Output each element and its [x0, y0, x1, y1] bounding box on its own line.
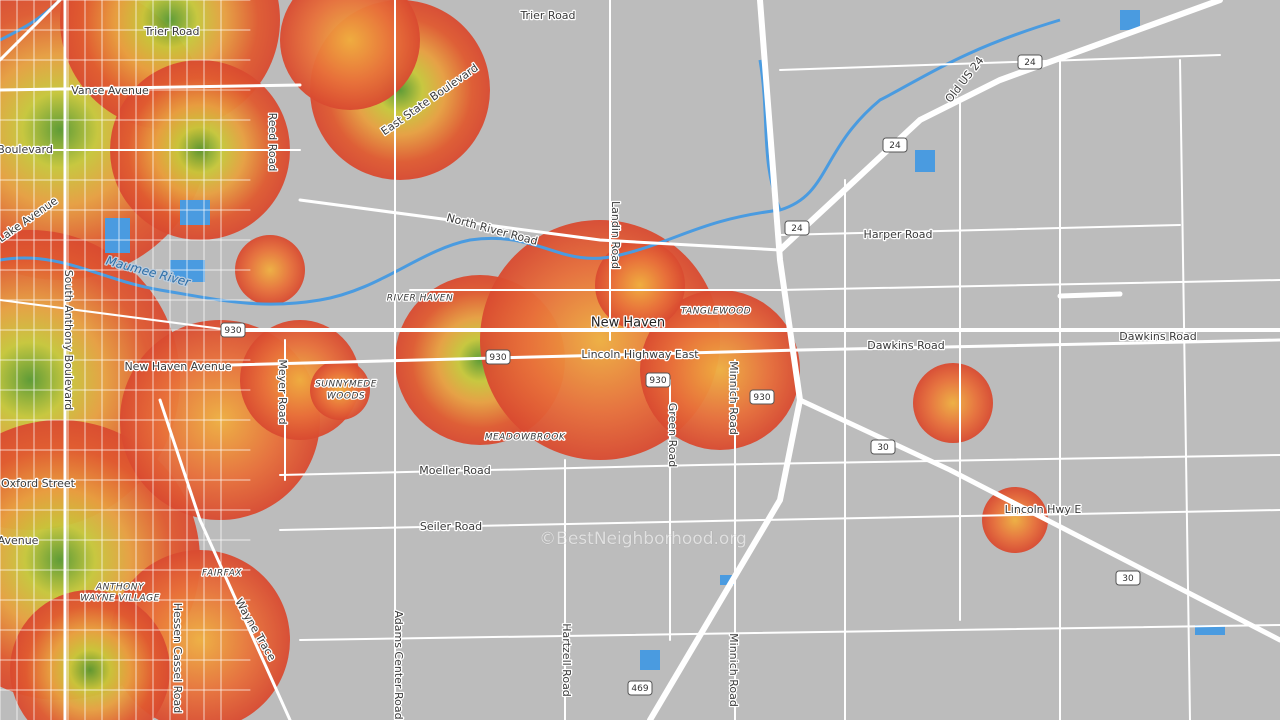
- place-label: FAIRFAX: [202, 569, 243, 579]
- road-label: Landin Road: [609, 201, 622, 269]
- road-label: Avenue: [0, 534, 39, 547]
- road: [779, 224, 1181, 236]
- route-shield: 930: [649, 376, 666, 386]
- road: [779, 54, 1221, 71]
- road: [409, 279, 1280, 291]
- road-label: Hessen Cassel Road: [171, 603, 184, 714]
- road: [299, 624, 1280, 641]
- lake: [1195, 625, 1225, 635]
- road: [797, 397, 1280, 643]
- lake: [720, 575, 735, 585]
- lake: [1120, 10, 1140, 30]
- route-shield: 930: [753, 393, 770, 403]
- heat-zone: [595, 240, 685, 330]
- road-label: Minnich Road: [727, 633, 740, 707]
- lake: [105, 218, 130, 253]
- route-shield: 24: [889, 141, 901, 151]
- road: [279, 454, 1280, 476]
- lake: [180, 200, 210, 225]
- heat-zone: [235, 235, 305, 305]
- road-label: Reed Road: [266, 113, 279, 172]
- shield-bg: [784, 220, 810, 236]
- place-label: RIVER HAVEN: [387, 294, 453, 304]
- route-shield: 930: [489, 353, 506, 363]
- heat-zone: [982, 487, 1048, 553]
- heat-zone: [280, 0, 420, 110]
- road: [0, 299, 231, 331]
- route-shield: 30: [877, 443, 889, 453]
- road-label: Lincoln Highway East: [581, 348, 699, 361]
- road: [228, 338, 1280, 367]
- road-label: Dawkins Road: [867, 339, 944, 352]
- road: [1057, 291, 1123, 299]
- road-label: Lincoln Hwy E: [1005, 503, 1082, 516]
- route-shield: 930: [224, 326, 241, 336]
- road-label: Trier Road: [519, 9, 575, 22]
- heat-zone: [10, 590, 170, 720]
- place-label: ANTHONY: [95, 583, 145, 593]
- shield-bg: [220, 322, 246, 338]
- lake: [915, 150, 935, 172]
- road-label: Boulevard: [0, 143, 53, 156]
- road-label: Seiler Road: [420, 520, 482, 533]
- road-label: Dawkins Road: [1119, 330, 1196, 343]
- shield-bg: [1115, 570, 1141, 586]
- place-label: SUNNYMEDE: [315, 380, 377, 390]
- lake: [640, 650, 660, 670]
- heat-zone: [913, 363, 993, 443]
- road-label: New Haven Avenue: [124, 360, 231, 373]
- road: [1179, 59, 1191, 720]
- town-label: New Haven: [591, 316, 665, 331]
- road-label: Vance Avenue: [71, 84, 149, 97]
- place-label: WAYNE VILLAGE: [80, 594, 160, 604]
- route-shield: 469: [631, 684, 648, 694]
- road-label: Hartzell Road: [560, 623, 573, 697]
- shield-bg: [882, 137, 908, 153]
- road-label: Green Road: [666, 403, 679, 467]
- road: [158, 398, 292, 720]
- road-label: South Anthony Boulevard: [62, 270, 75, 411]
- heat-zone: [310, 360, 370, 420]
- route-shield: 24: [791, 224, 803, 234]
- watermark: ©BestNeighborhood.org: [539, 529, 747, 549]
- road-label: Minnich Road: [727, 361, 740, 435]
- road-label: Oxford Street: [1, 477, 76, 490]
- river: [0, 18, 1061, 306]
- road: [0, 83, 302, 92]
- place-label: WOODS: [327, 392, 365, 402]
- road-label: Trier Road: [143, 25, 199, 38]
- road-label: Harper Road: [864, 228, 933, 241]
- shield-bg: [645, 372, 671, 388]
- shield-bg: [749, 389, 775, 405]
- road: [279, 509, 1280, 531]
- route-shield: 30: [1122, 574, 1134, 584]
- road-label: Meyer Road: [276, 359, 289, 424]
- road: [298, 198, 782, 252]
- shield-bg: [1017, 54, 1043, 70]
- road-label: Moeller Road: [419, 464, 491, 477]
- route-shield: 24: [1024, 58, 1036, 68]
- place-label: MEADOWBROOK: [485, 433, 566, 443]
- road-label: Adams Center Road: [392, 610, 405, 719]
- shield-bg: [870, 439, 896, 455]
- shield-bg: [485, 349, 511, 365]
- shield-bg: [627, 680, 653, 696]
- place-label: TANGLEWOOD: [681, 307, 751, 317]
